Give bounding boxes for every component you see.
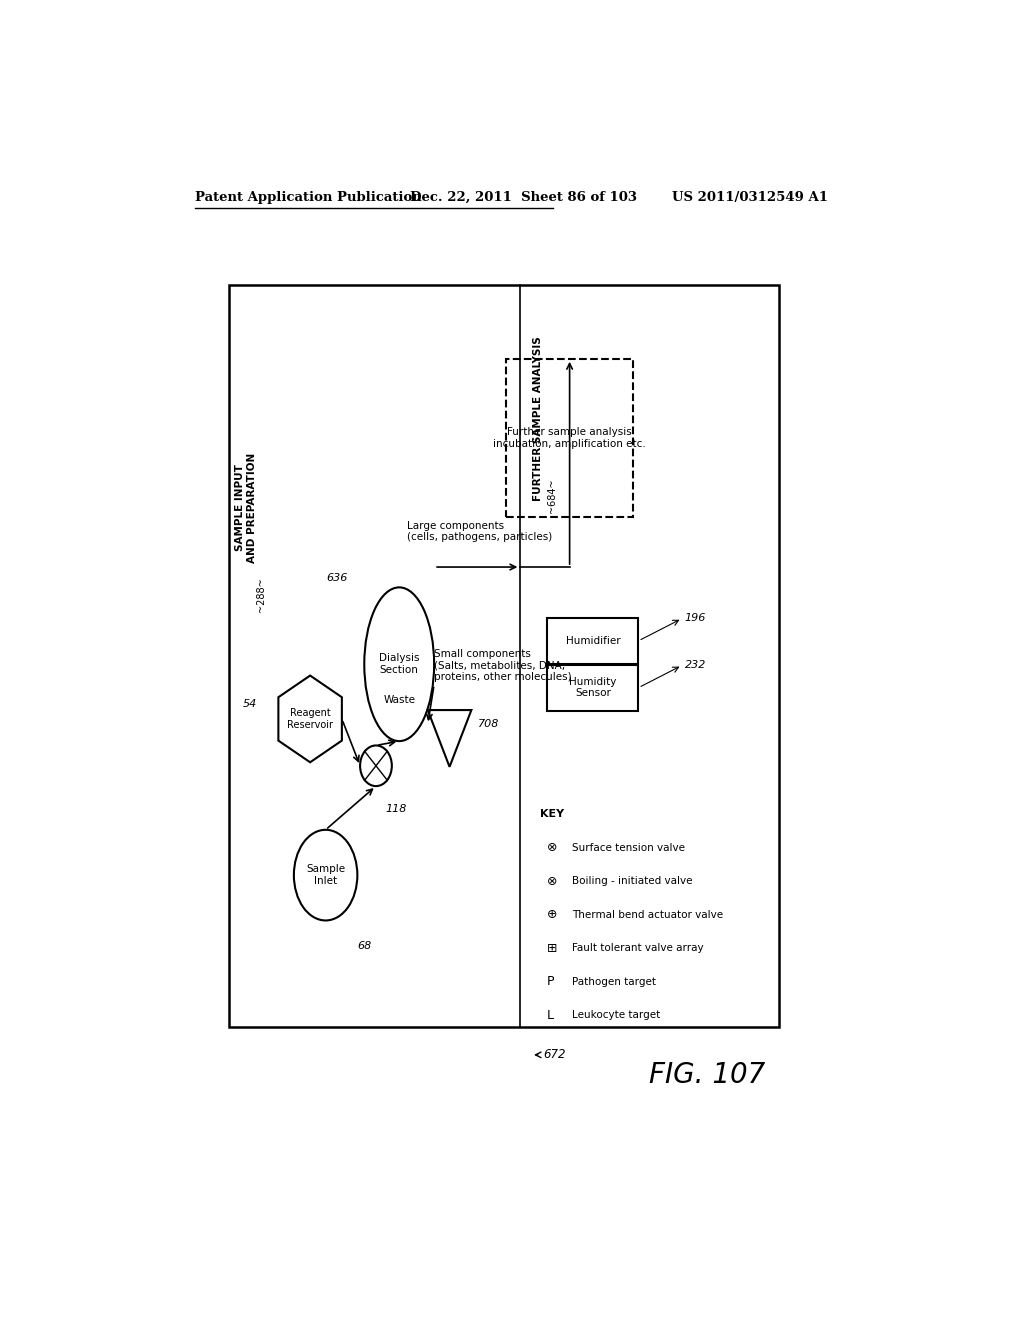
Text: FURTHER SAMPLE ANALYSIS: FURTHER SAMPLE ANALYSIS [532, 337, 543, 502]
Polygon shape [279, 676, 342, 762]
Text: 196: 196 [684, 614, 706, 623]
FancyBboxPatch shape [506, 359, 633, 516]
Text: Sample
Inlet: Sample Inlet [306, 865, 345, 886]
Text: 118: 118 [385, 804, 407, 814]
Text: P: P [547, 975, 554, 989]
Text: Dec. 22, 2011  Sheet 86 of 103: Dec. 22, 2011 Sheet 86 of 103 [410, 190, 637, 203]
Text: FIG. 107: FIG. 107 [649, 1061, 766, 1089]
Text: ⊗: ⊗ [547, 875, 557, 887]
Text: 708: 708 [478, 719, 499, 729]
Bar [228, 285, 778, 1027]
Text: KEY: KEY [540, 809, 564, 818]
Text: 672: 672 [543, 1048, 565, 1061]
Text: Further sample analysis
incubation, amplification etc.: Further sample analysis incubation, ampl… [494, 426, 646, 449]
Ellipse shape [365, 587, 434, 741]
Text: ⊕: ⊕ [547, 908, 557, 921]
Text: SAMPLE INPUT
AND PREPARATION: SAMPLE INPUT AND PREPARATION [236, 453, 257, 564]
Text: Dialysis
Section: Dialysis Section [379, 653, 420, 675]
Text: 232: 232 [684, 660, 706, 671]
FancyBboxPatch shape [547, 665, 639, 710]
Text: ~288~: ~288~ [256, 577, 265, 611]
Text: Waste: Waste [384, 694, 416, 705]
Text: Large components
(cells, pathogens, particles): Large components (cells, pathogens, part… [407, 520, 552, 543]
Text: US 2011/0312549 A1: US 2011/0312549 A1 [672, 190, 827, 203]
Text: Surface tension valve: Surface tension valve [571, 842, 685, 853]
Text: Thermal bend actuator valve: Thermal bend actuator valve [571, 909, 723, 920]
Text: 54: 54 [243, 698, 257, 709]
Circle shape [360, 746, 392, 787]
Ellipse shape [294, 830, 357, 920]
Text: Small components
(Salts, metabolites, DNA,
proteins, other molecules): Small components (Salts, metabolites, DN… [434, 648, 571, 682]
Text: ⊗: ⊗ [547, 841, 557, 854]
FancyBboxPatch shape [547, 618, 639, 664]
Text: Reagent
Reservoir: Reagent Reservoir [287, 708, 333, 730]
Text: Patent Application Publication: Patent Application Publication [196, 190, 422, 203]
Text: Boiling - initiated valve: Boiling - initiated valve [571, 876, 692, 886]
Text: Leukocyte target: Leukocyte target [571, 1010, 660, 1020]
Polygon shape [428, 710, 471, 767]
Text: ~684~: ~684~ [547, 478, 557, 512]
Text: 636: 636 [327, 573, 347, 583]
Text: ⊞: ⊞ [547, 941, 557, 954]
Text: L: L [547, 1008, 553, 1022]
Text: Humidity
Sensor: Humidity Sensor [569, 677, 616, 698]
Text: Fault tolerant valve array: Fault tolerant valve array [571, 944, 703, 953]
Text: Humidifier: Humidifier [565, 636, 621, 645]
Text: Pathogen target: Pathogen target [571, 977, 655, 986]
Text: 68: 68 [357, 941, 372, 952]
